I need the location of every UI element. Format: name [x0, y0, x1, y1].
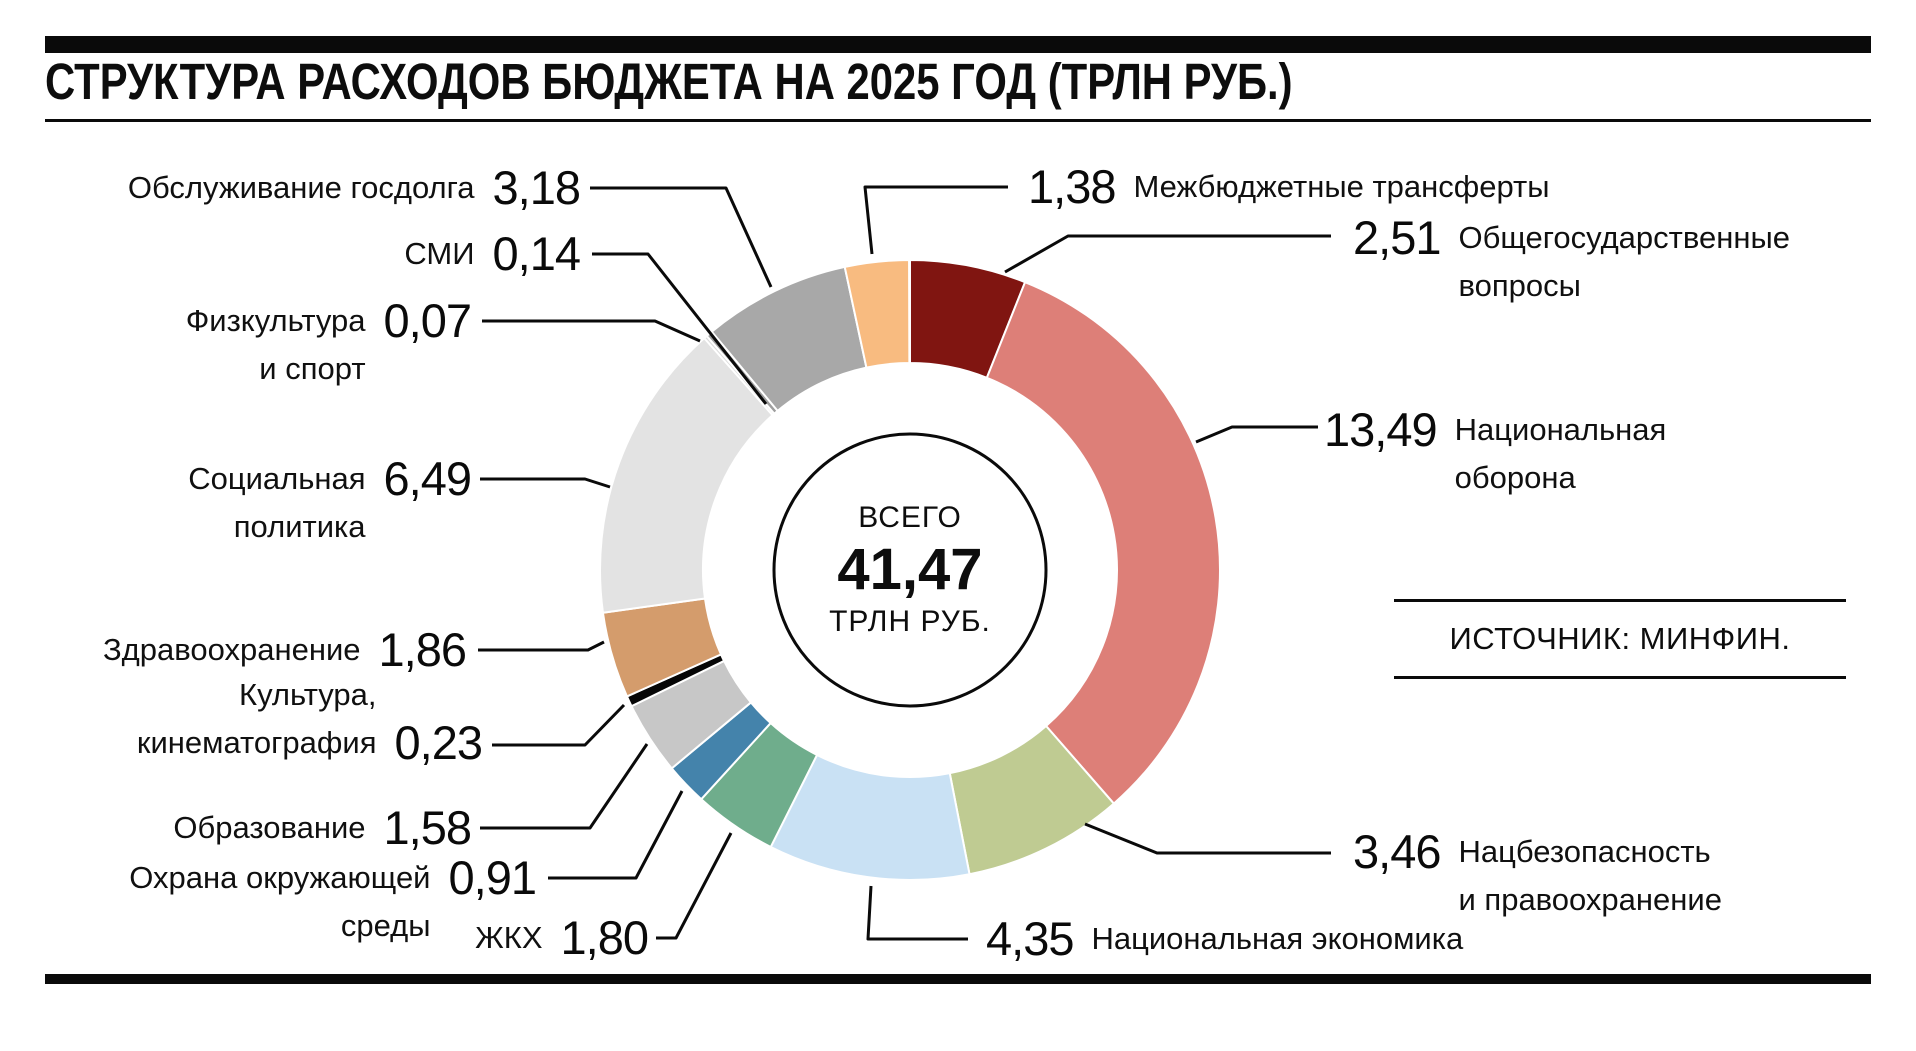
- leader-social-policy: [480, 477, 611, 489]
- label-national-security: 3,46 Нацбезопасность и правоохранение: [1353, 825, 1722, 918]
- label-housing-utilities: ЖКХ 1,80: [475, 911, 649, 964]
- source-note: ИСТОЧНИК: МИНФИН.: [1394, 599, 1846, 679]
- leader-housing-utilities: [656, 832, 733, 940]
- value-healthcare: 1,86: [378, 623, 467, 676]
- label-national-economy: 4,35 Национальная экономика: [986, 912, 1464, 965]
- label-education: Образование 1,58: [173, 801, 472, 854]
- leader-education: [480, 743, 649, 830]
- label-general-state-issues: 2,51 Общегосударственные вопросы: [1353, 211, 1790, 304]
- value-general-state-issues: 2,51: [1353, 211, 1441, 264]
- value-interbudget-transfers: 1,38: [1028, 160, 1116, 213]
- leader-general-state-issues: [1004, 234, 1331, 274]
- value-sport: 0,07: [383, 294, 472, 347]
- value-social-policy: 6,49: [383, 452, 472, 505]
- value-national-defense: 13,49: [1324, 403, 1438, 456]
- leader-interbudget-transfers: [863, 185, 1008, 255]
- leader-sport: [482, 319, 701, 343]
- label-environment: Охрана окружающей среды 0,91: [129, 851, 537, 944]
- label-debt-service: Обслуживание госдолга 3,18: [127, 161, 581, 214]
- header-bar: [45, 36, 1871, 53]
- leader-media: [592, 252, 768, 405]
- label-sport: Физкультура и спорт 0,07: [185, 294, 472, 387]
- label-interbudget-transfers: 1,38 Межбюджетные трансферты: [1028, 160, 1550, 213]
- source-text: ИСТОЧНИК: МИНФИН.: [1449, 621, 1791, 656]
- label-social-policy: Социальная политика 6,49: [188, 452, 472, 545]
- donut-segment-13: [843, 258, 911, 369]
- leader-national-defense: [1195, 425, 1318, 444]
- header-rule: [45, 119, 1871, 122]
- leader-national-security: [1084, 822, 1331, 855]
- leader-debt-service: [590, 186, 773, 288]
- leader-healthcare: [478, 640, 605, 652]
- value-debt-service: 3,18: [492, 161, 581, 214]
- center-caption-top: ВСЕГО: [858, 501, 962, 534]
- leader-culture-cinema: [492, 703, 626, 747]
- value-housing-utilities: 1,80: [560, 911, 649, 964]
- value-media: 0,14: [492, 227, 581, 280]
- page-title: СТРУКТУРА РАСХОДОВ БЮДЖЕТА НА 2025 ГОД (…: [45, 53, 1293, 110]
- center-caption-bottom: ТРЛН РУБ.: [829, 605, 991, 638]
- donut-segments: [599, 258, 1221, 881]
- footer-rule: [45, 974, 1871, 984]
- center-total-value: 41,47: [837, 537, 983, 602]
- donut-center-label: ВСЕГО 41,47 ТРЛН РУБ.: [829, 497, 991, 643]
- value-culture-cinema: 0,23: [394, 716, 483, 769]
- value-environment: 0,91: [448, 851, 537, 904]
- donut-segment-1: [985, 280, 1221, 806]
- label-healthcare: Здравоохранение 1,86: [102, 623, 467, 676]
- leader-national-economy: [866, 885, 968, 941]
- value-education: 1,58: [383, 801, 472, 854]
- leader-environment: [548, 790, 684, 880]
- label-media: СМИ 0,14: [404, 227, 581, 280]
- value-national-economy: 4,35: [986, 912, 1074, 965]
- label-national-defense: 13,49 Национальная оборона: [1324, 403, 1667, 496]
- value-national-security: 3,46: [1353, 825, 1441, 878]
- label-culture-cinema: Культура, кинематография 0,23: [136, 677, 483, 769]
- center-circle: [772, 432, 1048, 708]
